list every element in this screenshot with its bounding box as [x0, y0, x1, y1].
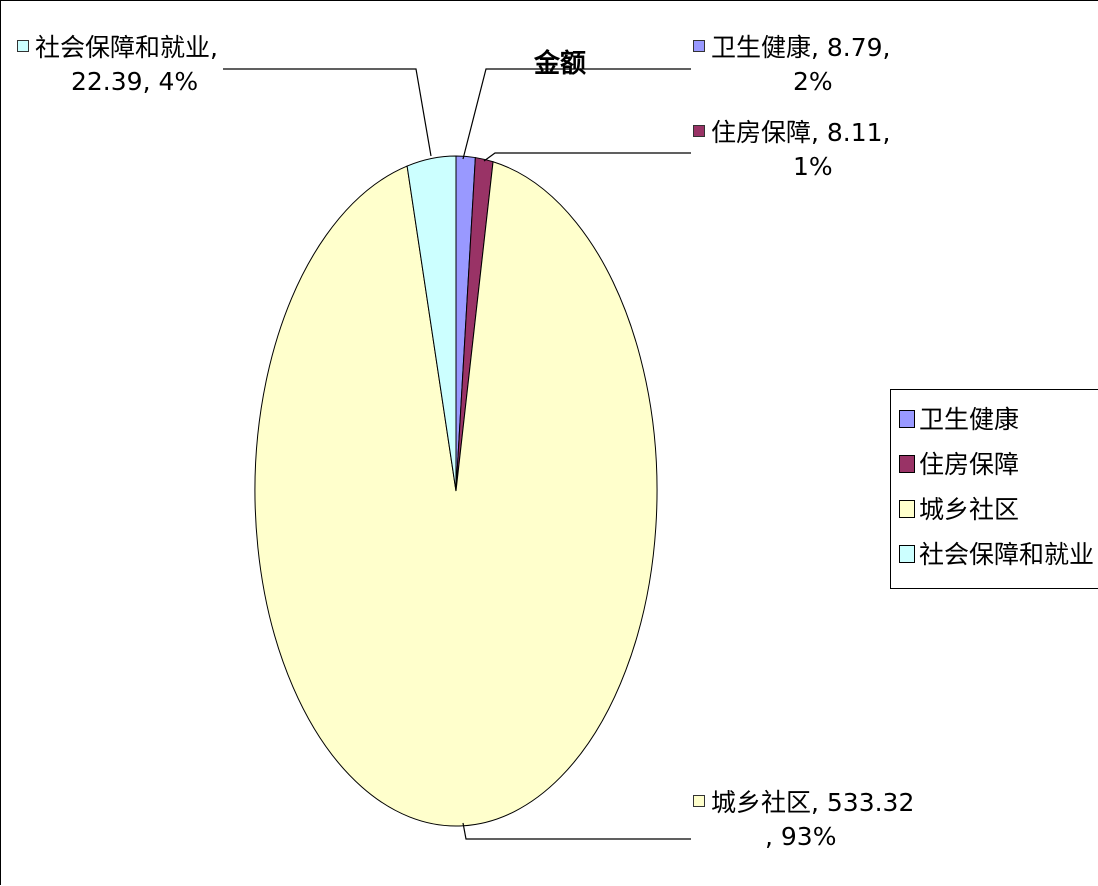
legend-label-housing: 住房保障 [919, 450, 1020, 479]
leader-line-housing [483, 152, 691, 162]
data-label-urban-line2: , 93% [765, 822, 837, 851]
legend-item-social: 社会保障和就业 [899, 535, 1098, 580]
legend-swatch-social [899, 545, 915, 563]
leader-line-social [223, 68, 432, 157]
legend-label-social: 社会保障和就业 [919, 540, 1095, 569]
data-label-urban-line1: 城乡社区, 533.32 [711, 788, 915, 817]
data-label-swatch-health [693, 40, 705, 52]
leader-line-health [462, 68, 691, 160]
pie-slice-urban [254, 161, 658, 827]
data-label-swatch-urban [693, 795, 705, 807]
pie-slice-social [406, 155, 457, 492]
data-label-urban: 城乡社区, 533.32 , 93% [693, 786, 914, 854]
data-label-housing: 住房保障, 8.11, 1% [693, 116, 891, 184]
data-label-swatch-housing [693, 125, 705, 137]
data-label-housing-line2: 1% [793, 152, 833, 181]
data-label-housing-line1: 住房保障, 8.11, [711, 118, 891, 147]
leader-line-urban [462, 822, 691, 840]
legend-swatch-housing [899, 455, 915, 473]
legend-label-health: 卫生健康 [919, 405, 1020, 434]
data-label-social-line1: 社会保障和就业, [35, 33, 218, 62]
data-label-health-line1: 卫生健康, 8.79, [711, 33, 891, 62]
data-label-social: 社会保障和就业, 22.39, 4% [17, 31, 218, 99]
legend-item-health: 卫生健康 [899, 400, 1098, 445]
legend-label-urban: 城乡社区 [919, 495, 1020, 524]
legend-swatch-health [899, 410, 915, 428]
chart-legend: 卫生健康 住房保障 城乡社区 社会保障和就业 [890, 389, 1098, 589]
data-label-health: 卫生健康, 8.79, 2% [693, 31, 891, 99]
data-label-health-line2: 2% [793, 67, 833, 96]
legend-item-housing: 住房保障 [899, 445, 1098, 490]
data-label-swatch-social [17, 40, 29, 52]
legend-item-urban: 城乡社区 [899, 490, 1098, 535]
legend-swatch-urban [899, 500, 915, 518]
data-label-social-line2: 22.39, 4% [71, 67, 199, 96]
